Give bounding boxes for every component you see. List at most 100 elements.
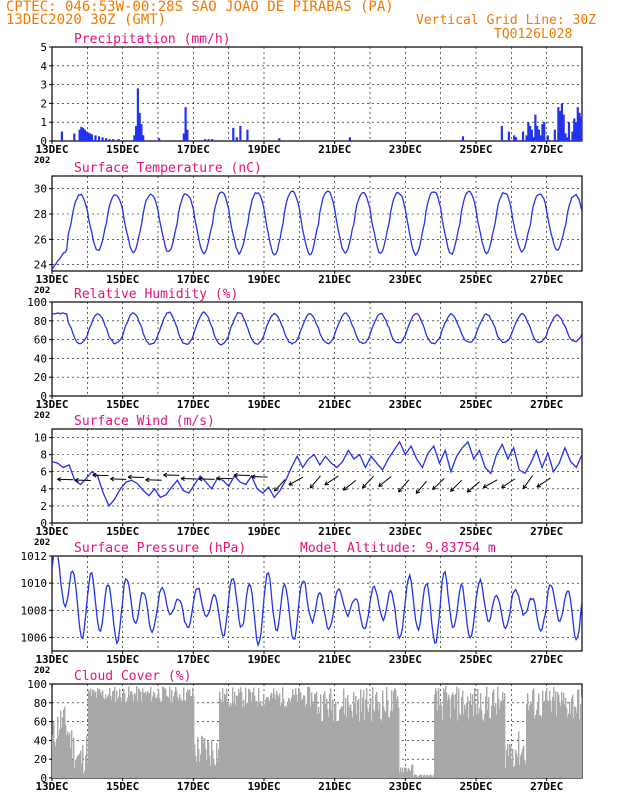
cloud-bar (506, 749, 508, 778)
cloud-bar (126, 701, 128, 778)
wind-arrow-head (216, 475, 221, 481)
cloud-bar (275, 699, 277, 778)
y-tick-label: 100 (27, 678, 47, 691)
wind-arrow (342, 479, 357, 491)
header-grid-note: Vertical Grid Line: 30Z (416, 13, 597, 28)
cloud-bar (187, 689, 189, 778)
cloud-bar (149, 693, 151, 778)
cloud-bar (492, 692, 494, 778)
precip-bar (573, 118, 576, 141)
cloud-bar (66, 734, 68, 778)
wind-arrow-head (127, 474, 132, 480)
cloud-bar (256, 700, 258, 778)
cloud-bar (343, 688, 345, 778)
cloud-bar (294, 695, 296, 778)
cloud-bar (101, 694, 103, 778)
cloud-bar (204, 738, 206, 778)
wind-arrow-head (251, 474, 256, 480)
cloud-bar (250, 692, 252, 778)
cloud-bar (391, 690, 393, 778)
precip-bar (60, 131, 64, 141)
cloud-bar (188, 691, 190, 778)
cloud-bar (444, 691, 446, 778)
cloud-bar (395, 689, 397, 778)
cloud-bar (141, 701, 143, 778)
cloud-bar (445, 686, 447, 778)
cloud-bar (358, 698, 360, 778)
x-year-label: 202 (34, 666, 50, 676)
cloud-bar (120, 697, 122, 778)
cloud-bar (170, 701, 172, 778)
cloud-bar (400, 767, 402, 778)
cloud-bar (180, 697, 182, 778)
cloud-bar (169, 686, 171, 778)
cloud-bar (117, 699, 119, 778)
x-tick-label: 17DEC (177, 525, 210, 538)
x-tick-label: 15DEC (106, 143, 139, 156)
cloud-bar (214, 764, 216, 778)
cloud-bar (287, 703, 289, 778)
cloud-bar (282, 687, 284, 778)
cloud-bar (485, 696, 487, 778)
precip-bar (527, 122, 530, 141)
cloud-bar (162, 686, 164, 778)
precip-bar (94, 135, 97, 141)
cloud-bar (407, 772, 409, 778)
cloud-bar (438, 688, 440, 778)
cloud-bar (562, 700, 564, 778)
cloud-bar (342, 706, 344, 778)
wind-arrow-head (163, 472, 168, 478)
cloud-bar (86, 735, 88, 778)
cloud-bar (578, 689, 580, 778)
precip-bar (203, 139, 207, 141)
cloud-bar (502, 692, 504, 778)
cloud-bar (263, 694, 265, 778)
x-tick-label: 17DEC (177, 398, 210, 411)
cloud-bar (132, 694, 134, 778)
x-tick-label: 19DEC (247, 143, 280, 156)
wind-arrow-head (233, 472, 238, 478)
x-tick-label: 27DEC (530, 273, 563, 286)
cloud-bar (548, 703, 550, 778)
cloud-bar (252, 692, 254, 778)
temperature-line (52, 190, 582, 270)
wind-arrow-head (110, 476, 115, 482)
cloud-bar (560, 706, 562, 778)
cloud-bar (85, 755, 87, 778)
cloud-bar (408, 767, 410, 778)
cloud-bar (309, 687, 311, 778)
cloud-bar (72, 759, 74, 778)
cloud-bar (276, 690, 278, 778)
wind-arrow (432, 478, 445, 490)
cloud-bar (480, 693, 482, 778)
cloud-bar (106, 699, 108, 778)
cloud-bar (483, 721, 485, 778)
cloud-bar (277, 694, 279, 778)
cloud-bar (365, 699, 367, 778)
cloud-bar (119, 688, 121, 778)
cloud-bar (290, 701, 292, 778)
cloud-bar (240, 687, 242, 778)
wind-arrow-head (288, 481, 293, 486)
cloud-bar (73, 737, 75, 778)
cloud-bar (198, 748, 200, 778)
cloud-bar (93, 689, 95, 778)
cloud-bar (534, 718, 536, 778)
cloud-bar (168, 697, 170, 778)
cloud-bar (344, 714, 346, 778)
cloud-bar (450, 718, 452, 778)
cloud-bar (133, 701, 135, 778)
cloud-bar (144, 693, 146, 778)
precip-bar (546, 135, 549, 141)
precip-bar (135, 125, 138, 141)
cloud-bars (52, 686, 582, 778)
cloud-bar (178, 700, 180, 778)
cloud-bar (409, 770, 411, 778)
cloud-bar (339, 709, 341, 778)
cloud-bar (220, 699, 222, 778)
x-tick-label: 27DEC (530, 780, 563, 793)
cloud-bar (261, 706, 263, 778)
cloud-bar (338, 720, 340, 778)
cloud-bar (63, 709, 65, 778)
x-tick-label: 13DEC (35, 273, 68, 286)
